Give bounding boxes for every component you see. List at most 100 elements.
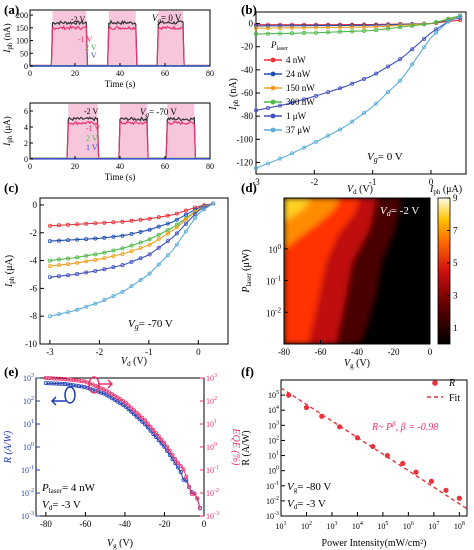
panel-d: (d) -80 -60 -40 -20 0 10- (241, 180, 462, 370)
annotation-vg: Vg= -70 V (140, 107, 177, 119)
light-on-window (68, 104, 98, 158)
x-ticks: 101 102 103 104 105 106 107 108 (276, 512, 465, 531)
annotation-vd: Vd= -3 V (287, 498, 326, 511)
colorbar-tick-label: 5 (453, 258, 458, 268)
data-point (162, 440, 167, 445)
data-point (134, 410, 139, 415)
data-point (174, 242, 179, 247)
data-point (362, 111, 367, 116)
annotation-vg: Vg= -70 V (128, 318, 173, 331)
data-point (319, 413, 325, 419)
series-line (49, 203, 214, 242)
y-tick-label: -60 (241, 88, 253, 98)
plot-lines (43, 375, 203, 511)
data-point (165, 231, 170, 236)
x-tick-label: 0 (429, 177, 434, 187)
plot-frame (255, 11, 467, 175)
series-line (49, 203, 214, 227)
data-point (138, 256, 143, 261)
data-point (398, 57, 403, 62)
data-point (109, 392, 114, 397)
data-point (138, 278, 143, 283)
x-ticks: -80 -60 -40 -20 0 (40, 512, 207, 529)
data-point (107, 394, 112, 399)
tick-label: 100 (268, 466, 279, 476)
data-point (129, 405, 134, 410)
y-tick-label: 50 (20, 49, 28, 58)
data-point (386, 90, 391, 95)
tick-label: 10-2 (206, 488, 219, 498)
x-tick-label: 0 (428, 347, 433, 357)
y-axis-label: Iph (μA) (2, 116, 14, 147)
x-tick-label: -20 (158, 519, 170, 529)
data-point (374, 101, 379, 106)
legend-label: 300 nW (286, 97, 315, 107)
data-point (302, 145, 307, 150)
data-point (120, 398, 125, 403)
fit-line (280, 387, 468, 510)
annotation-relation: R~ Pβ, β = -0.98 (371, 420, 438, 433)
label-1v: 1 V (86, 143, 98, 152)
data-point (147, 252, 152, 257)
x-tick-label: -2 (311, 177, 319, 187)
r-marker-oval (64, 386, 76, 404)
plot-lines (47, 201, 216, 319)
legend-title: Plaser (270, 40, 288, 52)
data-point (456, 495, 462, 501)
data-point (178, 470, 183, 475)
data-point (443, 487, 449, 493)
data-point (398, 78, 403, 83)
y-ticks: 10-3 10-2 10-1 100 101 102 103 104 105 (266, 390, 285, 521)
tick-label: 102 (301, 521, 312, 531)
y-ticks: 0 -20 -40 -60 -80 -100 -120 (237, 19, 260, 167)
x-axis-label: Vg (V) (344, 358, 370, 370)
x-axis-label: Vd (V) (121, 356, 147, 368)
data-point (354, 435, 361, 441)
y-tick-label: -10 (25, 339, 37, 349)
x-axis-label: Time (s) (105, 172, 135, 182)
y-tick-label: -8 (30, 311, 38, 321)
x-tick-label: 80 (206, 69, 214, 78)
x-tick-label: 0 (196, 347, 201, 357)
panel-e: (e) -80 -60 -40 -20 0 10310210110010-110-210… (3, 364, 241, 550)
y-axis-label: Iph (μA) (4, 255, 16, 288)
data-point (174, 225, 179, 230)
x-axis-label: Power Intensity(mW/cm²) (322, 538, 427, 549)
y-ticks: 0 50 100 150 200 (16, 11, 33, 71)
tick-label: 104 (352, 521, 363, 531)
data-point (458, 14, 463, 19)
data-point (120, 402, 125, 407)
x-tick-label: 20 (71, 69, 79, 78)
data-point (156, 262, 161, 267)
legend-marker (270, 127, 276, 133)
x-tick-label: 40 (116, 69, 124, 78)
annotation-vd: Vd= -2 V (380, 205, 419, 218)
tick-label: 10-3 (266, 511, 279, 521)
y-ticks: 0 -2 -4 -6 -8 -10 (25, 200, 44, 349)
label-1v: 1 V (85, 51, 97, 60)
legend-r-marker (432, 380, 438, 386)
data-point (174, 217, 179, 222)
data-point (156, 245, 161, 250)
data-point (386, 64, 391, 69)
panel-label-f: (f) (241, 364, 254, 379)
x-tick-label: -40 (119, 519, 131, 529)
x-ticks: 0 20 40 60 80 (28, 63, 214, 78)
data-point (165, 444, 170, 449)
data-point (156, 232, 161, 237)
tick-label: 10-1 (21, 465, 34, 475)
tick-label: 102 (268, 435, 279, 445)
data-point (115, 399, 120, 404)
y-axis-label-right: EQE (%) (230, 428, 241, 467)
x-axis-label: Time (s) (105, 79, 135, 89)
data-point (162, 444, 167, 449)
heatmap-region-high (284, 198, 360, 344)
label-minus-1v: -1 V (78, 35, 93, 44)
data-point (151, 427, 156, 432)
data-point (178, 464, 183, 469)
data-point (126, 403, 131, 408)
x-tick-label: -1 (145, 347, 153, 357)
data-point (211, 201, 216, 206)
data-point (422, 36, 427, 41)
eqe-marker-oval (88, 376, 100, 394)
